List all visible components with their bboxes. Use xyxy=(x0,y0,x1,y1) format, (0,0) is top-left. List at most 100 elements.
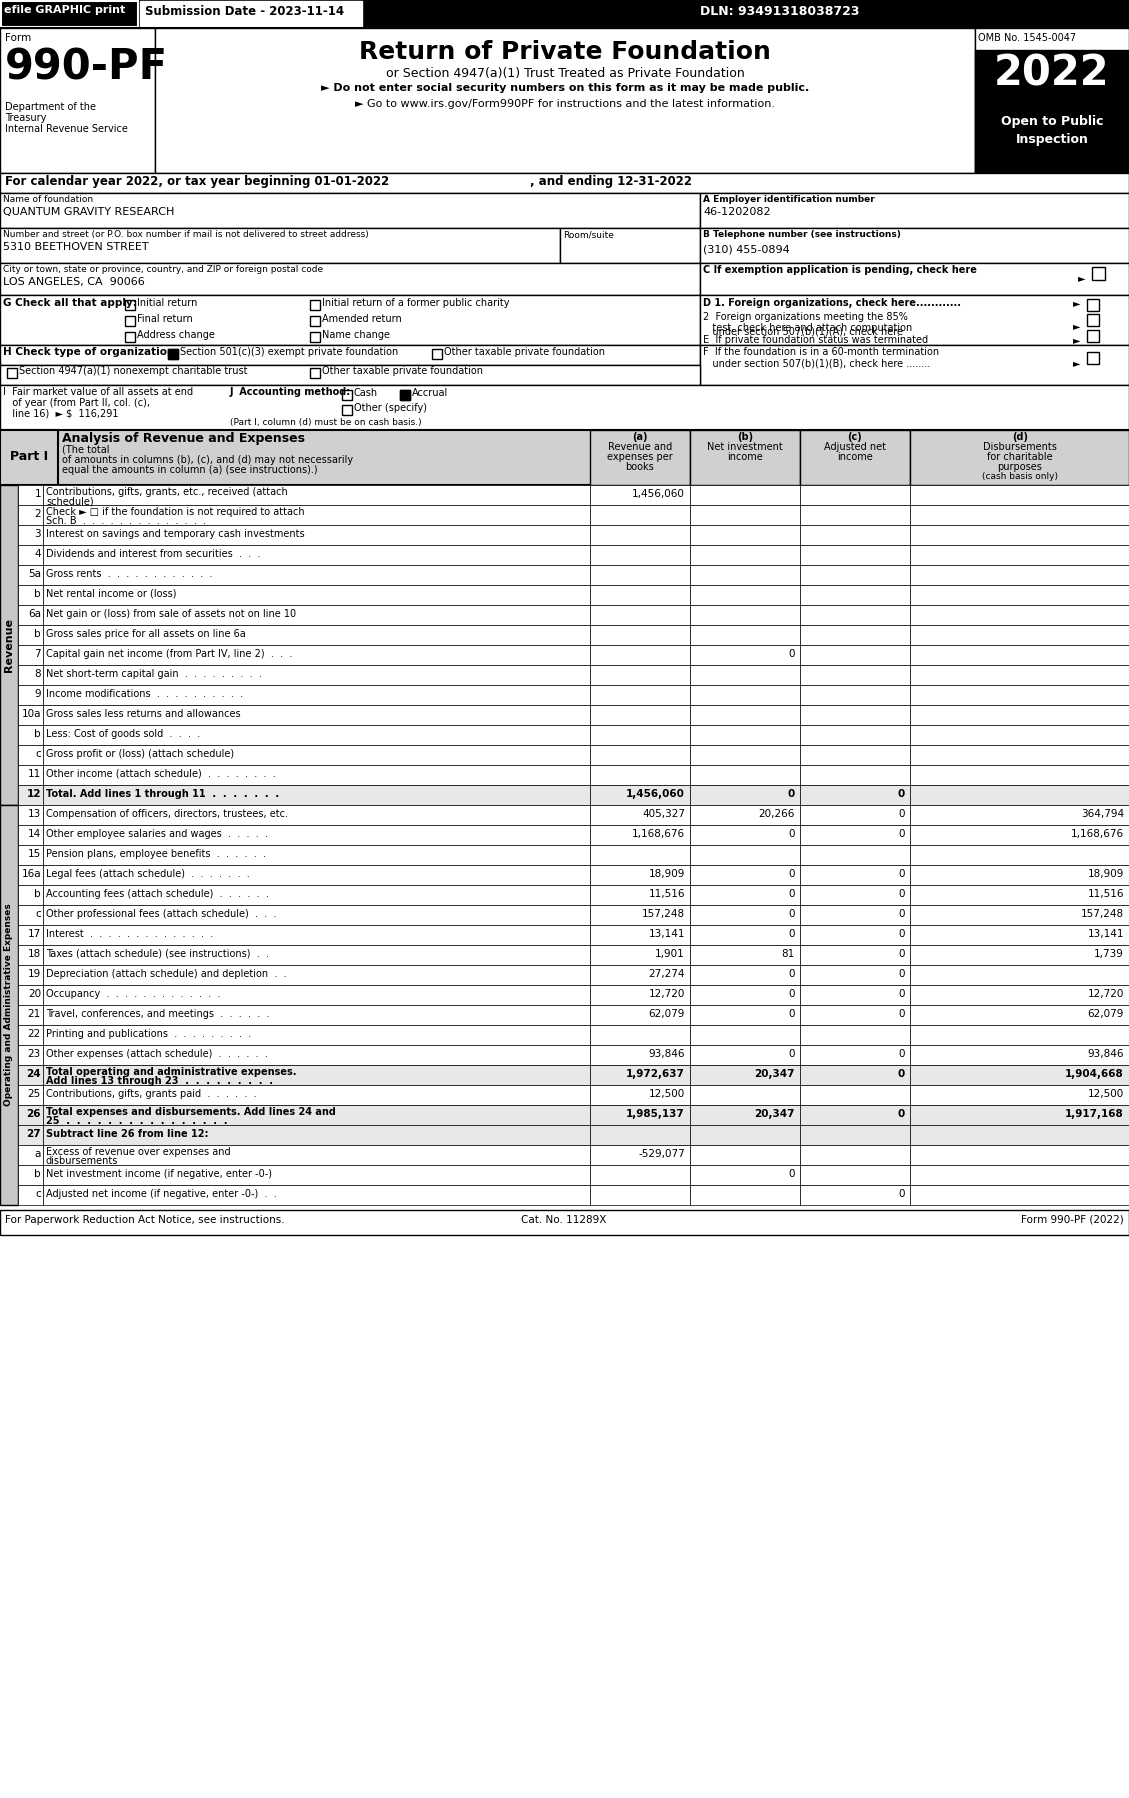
Bar xyxy=(18,584,43,604)
Text: 0: 0 xyxy=(898,1070,905,1079)
Bar xyxy=(43,924,590,946)
Bar xyxy=(690,904,800,924)
Bar xyxy=(43,744,590,764)
Text: 20,266: 20,266 xyxy=(759,809,795,820)
Text: City or town, state or province, country, and ZIP or foreign postal code: City or town, state or province, country… xyxy=(3,264,323,273)
Bar xyxy=(18,946,43,966)
Bar xyxy=(690,626,800,645)
Bar xyxy=(0,228,560,263)
Bar xyxy=(700,263,1129,295)
Text: 2022: 2022 xyxy=(995,52,1110,95)
Text: Room/suite: Room/suite xyxy=(563,230,614,239)
Bar xyxy=(590,584,690,604)
Text: Treasury: Treasury xyxy=(5,113,46,122)
Bar xyxy=(432,349,441,360)
Text: 0: 0 xyxy=(788,888,795,899)
Bar xyxy=(1087,298,1099,311)
Text: equal the amounts in column (a) (see instructions).): equal the amounts in column (a) (see ins… xyxy=(62,466,317,475)
Bar xyxy=(690,505,800,525)
Text: Contributions, gifts, grants paid  .  .  .  .  .  .: Contributions, gifts, grants paid . . . … xyxy=(46,1090,256,1099)
Bar xyxy=(800,705,910,725)
Text: -529,077: -529,077 xyxy=(638,1149,685,1160)
Bar xyxy=(342,390,352,399)
Bar xyxy=(590,1145,690,1165)
Bar xyxy=(690,584,800,604)
Bar xyxy=(975,50,1129,108)
Bar xyxy=(43,665,590,685)
Text: Accounting fees (attach schedule)  .  .  .  .  .  .: Accounting fees (attach schedule) . . . … xyxy=(46,888,269,899)
Bar xyxy=(590,604,690,626)
Text: Other expenses (attach schedule)  .  .  .  .  .  .: Other expenses (attach schedule) . . . .… xyxy=(46,1048,268,1059)
Bar xyxy=(690,1106,800,1126)
Bar xyxy=(690,565,800,584)
Bar xyxy=(910,1005,1129,1025)
Bar xyxy=(0,29,1129,173)
Bar xyxy=(43,1165,590,1185)
Text: 1,904,668: 1,904,668 xyxy=(1066,1070,1124,1079)
Text: Name change: Name change xyxy=(322,331,390,340)
Text: I  Fair market value of all assets at end: I Fair market value of all assets at end xyxy=(3,387,193,397)
Text: for charitable: for charitable xyxy=(987,451,1053,462)
Text: 2: 2 xyxy=(34,509,41,520)
Bar xyxy=(18,966,43,985)
Bar xyxy=(0,263,700,295)
Bar xyxy=(590,645,690,665)
Text: 19: 19 xyxy=(28,969,41,978)
Bar xyxy=(590,565,690,584)
Text: Other employee salaries and wages  .  .  .  .  .: Other employee salaries and wages . . . … xyxy=(46,829,268,840)
Bar xyxy=(590,505,690,525)
Text: 26: 26 xyxy=(26,1109,41,1118)
Bar xyxy=(0,295,700,345)
Bar xyxy=(0,806,18,1205)
Bar xyxy=(43,845,590,865)
Bar xyxy=(590,904,690,924)
Bar xyxy=(0,192,700,228)
Text: Depreciation (attach schedule) and depletion  .  .: Depreciation (attach schedule) and deple… xyxy=(46,969,287,978)
Bar xyxy=(700,228,1129,263)
Text: Net short-term capital gain  .  .  .  .  .  .  .  .  .: Net short-term capital gain . . . . . . … xyxy=(46,669,262,680)
Text: 20,347: 20,347 xyxy=(754,1109,795,1118)
Text: Gross rents  .  .  .  .  .  .  .  .  .  .  .  .: Gross rents . . . . . . . . . . . . xyxy=(46,568,212,579)
Bar xyxy=(18,1064,43,1084)
Bar xyxy=(700,345,1129,385)
Bar xyxy=(590,786,690,806)
Text: expenses per: expenses per xyxy=(607,451,673,462)
Text: 0: 0 xyxy=(788,1169,795,1179)
Bar xyxy=(800,665,910,685)
Text: 1,917,168: 1,917,168 xyxy=(1066,1109,1124,1118)
Text: (cash basis only): (cash basis only) xyxy=(982,473,1058,482)
Text: income: income xyxy=(837,451,873,462)
Text: 5a: 5a xyxy=(28,568,41,579)
Bar xyxy=(590,430,690,485)
Text: 24: 24 xyxy=(26,1070,41,1079)
Bar xyxy=(690,845,800,865)
Text: C If exemption application is pending, check here: C If exemption application is pending, c… xyxy=(703,264,977,275)
Text: 1,901: 1,901 xyxy=(655,949,685,958)
Text: Cash: Cash xyxy=(355,388,378,397)
Bar xyxy=(690,485,800,505)
Bar xyxy=(590,966,690,985)
Bar xyxy=(975,108,1129,173)
Text: OMB No. 1545-0047: OMB No. 1545-0047 xyxy=(978,32,1076,43)
Bar xyxy=(140,2,362,27)
Bar xyxy=(590,744,690,764)
Text: 157,248: 157,248 xyxy=(1080,910,1124,919)
Text: 0: 0 xyxy=(788,649,795,660)
Text: 27: 27 xyxy=(26,1129,41,1138)
Text: 1,456,060: 1,456,060 xyxy=(627,789,685,798)
Text: 12,500: 12,500 xyxy=(649,1090,685,1099)
Text: Net rental income or (loss): Net rental income or (loss) xyxy=(46,590,176,599)
Text: ►: ► xyxy=(1073,358,1080,369)
Text: income: income xyxy=(727,451,763,462)
Bar xyxy=(800,985,910,1005)
Bar xyxy=(43,505,590,525)
Text: ►: ► xyxy=(1073,334,1080,345)
Bar xyxy=(43,1005,590,1025)
Bar xyxy=(690,545,800,565)
Text: Internal Revenue Service: Internal Revenue Service xyxy=(5,124,128,135)
Bar xyxy=(910,966,1129,985)
Text: E  If private foundation status was terminated: E If private foundation status was termi… xyxy=(703,334,928,345)
Text: Interest  .  .  .  .  .  .  .  .  .  .  .  .  .  .: Interest . . . . . . . . . . . . . . xyxy=(46,930,213,939)
Bar xyxy=(43,966,590,985)
Bar xyxy=(43,545,590,565)
